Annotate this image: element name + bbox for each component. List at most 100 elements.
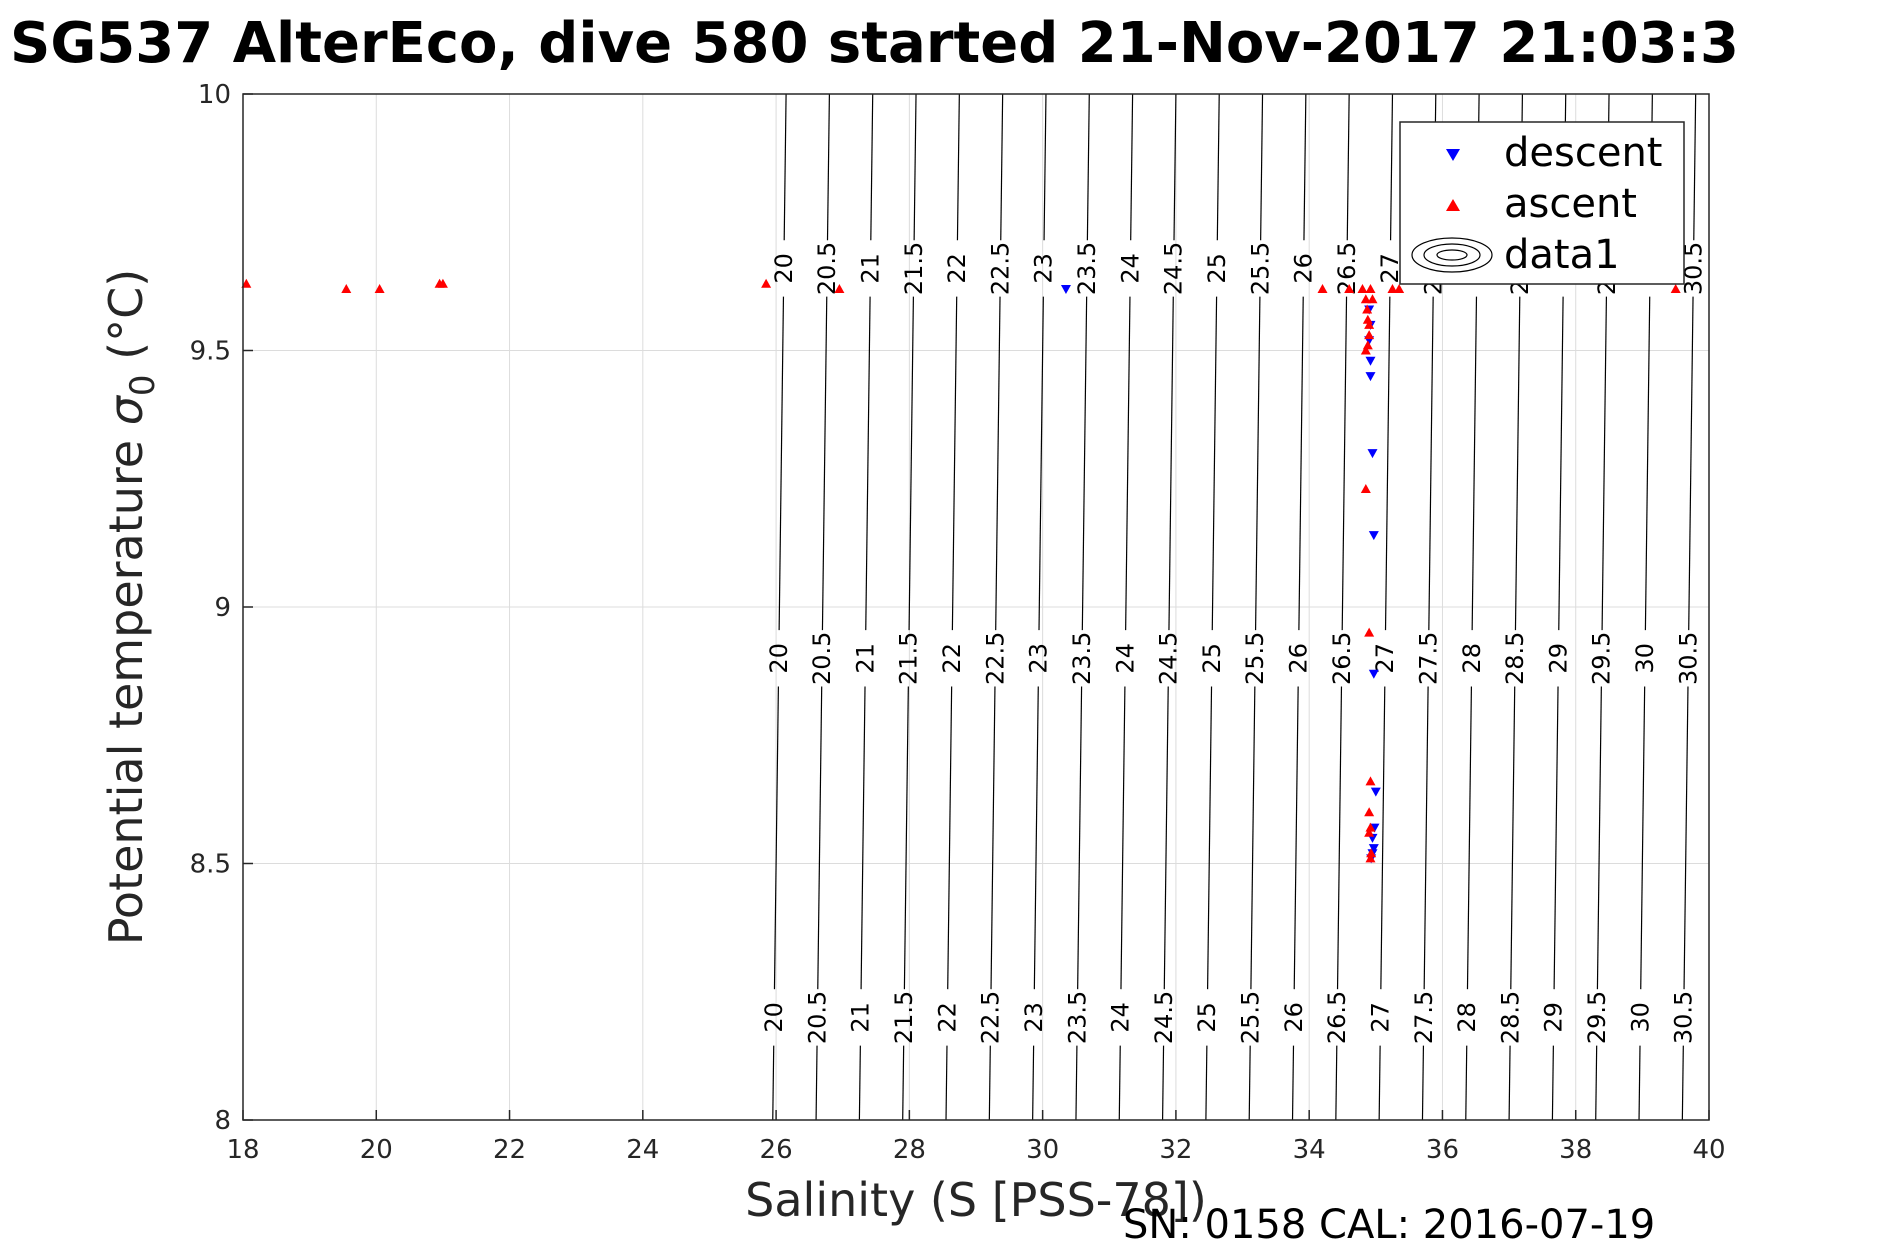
contour-line-23.5 xyxy=(1086,93,1090,241)
contour-line-23.5 xyxy=(1081,296,1088,631)
contour-line-23.5 xyxy=(1077,686,1083,990)
descent-point xyxy=(1367,449,1378,459)
y-tick-label: 8 xyxy=(214,1106,231,1136)
contour-line-23.5 xyxy=(1075,1045,1078,1121)
ascent-point xyxy=(374,283,385,293)
contour-line-23 xyxy=(1043,93,1047,241)
contour-label-23: 23 xyxy=(1030,253,1058,284)
contour-label-20.5: 20.5 xyxy=(803,991,831,1044)
contour-line-21.5 xyxy=(903,686,909,990)
contour-line-21.5 xyxy=(913,93,917,241)
axis-ticks: 18 20 22 24 26 28 30 32 34 36 38 40 8 8.5 9 9.5 10 xyxy=(190,80,1726,1165)
ascent-point xyxy=(437,278,448,288)
contour-label-25.5: 25.5 xyxy=(1246,242,1274,295)
contour-line-28.5 xyxy=(1514,296,1521,631)
legend-ascent-marker xyxy=(1446,199,1460,211)
contour-line-28 xyxy=(1471,296,1478,631)
contour-label-26.5: 26.5 xyxy=(1328,632,1356,685)
x-tick-label: 26 xyxy=(760,1135,793,1165)
ascent-point xyxy=(1367,294,1378,304)
contour-line-30.5 xyxy=(1683,686,1689,990)
contour-line-20.5 xyxy=(815,1045,818,1121)
contour-label-28.5: 28.5 xyxy=(1496,991,1524,1044)
descent-point xyxy=(1368,531,1379,541)
contour-label-23.5: 23.5 xyxy=(1073,242,1101,295)
contour-label-22: 22 xyxy=(943,253,971,284)
ascent-point xyxy=(1365,853,1376,863)
contour-label-28: 28 xyxy=(1453,1002,1481,1033)
contour-line-20 xyxy=(772,1045,775,1121)
contour-line-24 xyxy=(1120,686,1126,990)
contour-line-22.5 xyxy=(995,296,1001,631)
x-tick-label: 24 xyxy=(626,1135,659,1165)
ascent-point xyxy=(1364,627,1375,637)
contour-line-30.5 xyxy=(1688,296,1694,631)
contour-label-22: 22 xyxy=(938,643,966,674)
contour-line-28 xyxy=(1465,1045,1468,1121)
contour-label-28.5: 28.5 xyxy=(1501,632,1529,685)
contour-line-23 xyxy=(1038,296,1044,631)
y-axis-label-sigma: σ xyxy=(99,394,153,425)
ascent-point xyxy=(834,283,845,293)
contour-line-27.5 xyxy=(1421,1045,1425,1121)
contour-label-27.5: 27.5 xyxy=(1414,632,1442,685)
contour-label-27.5: 27.5 xyxy=(1410,991,1438,1044)
contour-line-20.5 xyxy=(821,296,828,631)
contour-line-24 xyxy=(1125,296,1131,631)
contour-label-23.5: 23.5 xyxy=(1063,991,1091,1044)
contour-line-29 xyxy=(1551,1045,1554,1121)
contour-label-20: 20 xyxy=(765,643,793,674)
ascent-point xyxy=(1362,304,1373,314)
contour-line-26 xyxy=(1298,296,1304,631)
contour-label-21: 21 xyxy=(851,643,879,674)
ascent-point xyxy=(1360,345,1371,355)
contour-line-24.5 xyxy=(1168,296,1174,631)
contour-label-20: 20 xyxy=(760,1002,788,1033)
grid xyxy=(243,94,1709,1120)
contour-labels: 20 20 20 20.5 20.5 20.5 21 21 21 21.5 21.5 21.5 22 22… xyxy=(760,242,1707,1044)
contour-label-24: 24 xyxy=(1111,643,1139,674)
contour-line-28.5 xyxy=(1510,686,1516,990)
contour-line-21 xyxy=(870,93,874,241)
y-tick-label: 9 xyxy=(214,593,231,623)
contour-label-26.5: 26.5 xyxy=(1323,991,1351,1044)
contour-line-26 xyxy=(1293,686,1299,990)
contour-line-24.5 xyxy=(1173,93,1177,241)
contour-label-24.5: 24.5 xyxy=(1160,242,1188,295)
contour-line-22.5 xyxy=(1000,93,1004,241)
contour-line-26.5 xyxy=(1346,93,1350,241)
contour-line-29.5 xyxy=(1595,1045,1598,1121)
contour-label-27: 27 xyxy=(1366,1002,1394,1033)
x-tick-label: 40 xyxy=(1692,1135,1725,1165)
ascent-point xyxy=(1317,283,1328,293)
contour-line-22 xyxy=(956,93,960,241)
contour-label-29: 29 xyxy=(1544,643,1572,674)
contour-line-26 xyxy=(1303,93,1307,241)
contour-label-20.5: 20.5 xyxy=(808,632,836,685)
contour-label-25.5: 25.5 xyxy=(1241,632,1269,685)
contour-line-27.5 xyxy=(1423,686,1429,990)
ascent-point xyxy=(241,278,252,288)
contour-line-25.5 xyxy=(1250,686,1256,990)
contour-line-20.5 xyxy=(817,686,823,990)
contour-label-22.5: 22.5 xyxy=(981,632,1009,685)
legend-descent-marker xyxy=(1446,149,1460,161)
ascent-point xyxy=(1365,283,1376,293)
ascent-point xyxy=(1387,283,1398,293)
x-tick-label: 22 xyxy=(493,1135,526,1165)
contour-line-29.5 xyxy=(1596,686,1602,990)
contour-line-26 xyxy=(1291,1045,1295,1121)
legend: descent ascent data1 xyxy=(1399,121,1685,285)
contour-label-26: 26 xyxy=(1285,643,1313,674)
contour-label-30: 30 xyxy=(1631,643,1659,674)
x-tick-label: 38 xyxy=(1559,1135,1592,1165)
ascent-point xyxy=(1670,283,1681,293)
contour-line-30.5 xyxy=(1693,93,1697,241)
ascent-point xyxy=(1364,319,1375,329)
contour-line-25 xyxy=(1205,1045,1208,1121)
contour-line-27 xyxy=(1378,1045,1381,1121)
contour-label-22.5: 22.5 xyxy=(986,242,1014,295)
x-axis-label: Salinity (S [PSS-78]) xyxy=(745,1173,1207,1227)
x-tick-label: 32 xyxy=(1159,1135,1192,1165)
